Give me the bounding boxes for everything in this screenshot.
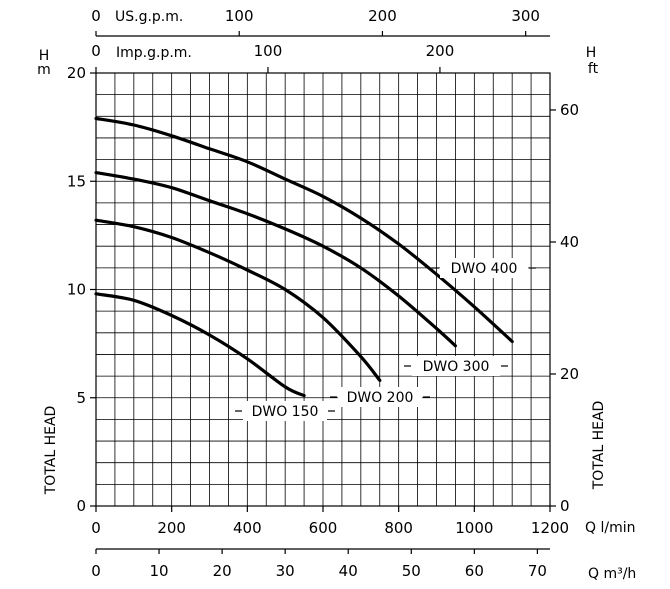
y-axis-unit-bottom-left: m [37, 62, 51, 78]
curve-label-dwo-300: DWO 300 [423, 359, 490, 375]
x-axis-label-usgpm: US.g.p.m. [115, 9, 183, 25]
x-m3h-tick-label: 20 [213, 562, 232, 580]
y-axis-label-left: TOTAL HEAD [43, 406, 59, 496]
x-m3h-tick-label: 30 [276, 562, 295, 580]
curve-dwo-400 [94, 116, 514, 344]
x-tick-label: 0 [91, 519, 101, 537]
x-tick-label: 200 [157, 519, 186, 537]
x-impgpm-tick-label: 0 [91, 42, 101, 60]
x-m3h-tick-label: 60 [465, 562, 484, 580]
x-m3h-tick-label: 40 [339, 562, 358, 580]
y-tick-label: 5 [76, 389, 86, 407]
x-m3h-tick-label: 10 [150, 562, 169, 580]
y-right-tick-label: 20 [560, 365, 579, 383]
x-usgpm-tick-label: 200 [368, 7, 397, 25]
curve-label-dwo-400: DWO 400 [451, 261, 518, 277]
curve-label-dwo-200: DWO 200 [347, 390, 414, 406]
y-tick-label: 0 [76, 497, 86, 515]
x-tick-label: 1000 [455, 519, 493, 537]
x-impgpm-tick-label: 100 [254, 42, 283, 60]
curve-labels: DWO 150 DWO 200 DWO 300 DWO 400 [235, 258, 536, 421]
curve-label-bg-dwo-400 [440, 258, 528, 278]
chart-grid [96, 73, 550, 506]
y-right-tick-label: 60 [560, 101, 579, 119]
curve-dwo-200 [94, 218, 382, 382]
curve-label-bg-dwo-200 [338, 387, 422, 407]
y-tick-label: 15 [67, 172, 86, 190]
curve-dwo-300 [94, 171, 457, 348]
y-axis-label-right: TOTAL HEAD [591, 401, 607, 491]
curve-label-dwo-150: DWO 150 [252, 404, 319, 420]
x-axis-label-impgpm: Imp.g.p.m. [116, 45, 192, 61]
x-tick-label: 600 [309, 519, 338, 537]
x-usgpm-tick-label: 300 [511, 7, 540, 25]
y-tick-label: 20 [67, 64, 86, 82]
x-axis-label-lmin: Q l/min [585, 520, 635, 536]
curves [94, 116, 514, 398]
curve-label-bg-dwo-300 [412, 356, 500, 376]
curve-dwo-150 [94, 292, 306, 398]
x-tick-label: 1200 [531, 519, 569, 537]
y-axis-unit-top-left: H [39, 48, 50, 64]
curve-label-bg-dwo-150 [243, 401, 327, 421]
x-m3h-tick-label: 0 [91, 562, 101, 580]
y-tick-label: 10 [67, 281, 86, 299]
x-usgpm-tick-label: 0 [91, 7, 101, 25]
x-tick-label: 400 [233, 519, 262, 537]
y-right-tick-label: 0 [560, 497, 570, 515]
x-usgpm-tick-label: 100 [225, 7, 254, 25]
x-impgpm-tick-label: 200 [426, 42, 455, 60]
y-axis-unit-top-right: H [586, 45, 597, 61]
y-axis-unit-bottom-right: ft [588, 61, 599, 77]
x-m3h-tick-label: 70 [528, 562, 547, 580]
y-right-tick-label: 40 [560, 233, 579, 251]
x-tick-label: 800 [384, 519, 413, 537]
x-m3h-tick-label: 50 [402, 562, 421, 580]
x-axis-label-m3h: Q m³/h [588, 566, 636, 582]
